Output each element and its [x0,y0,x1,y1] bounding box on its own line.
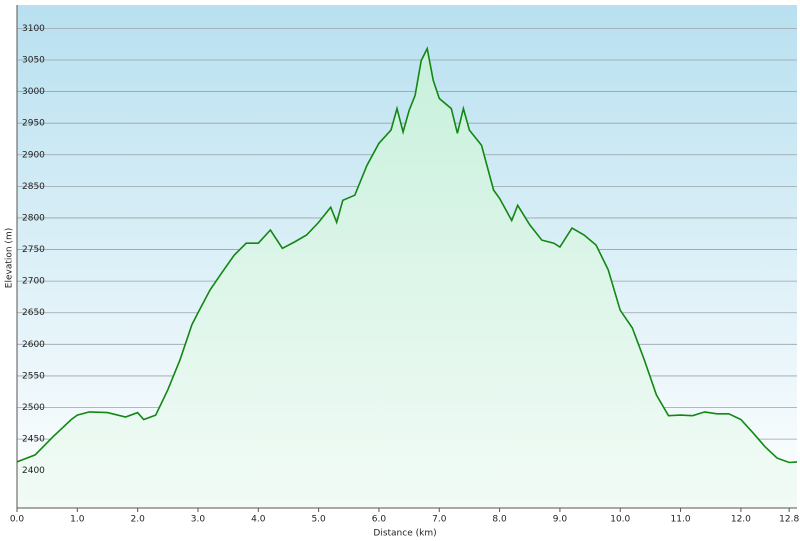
y-tick-label: 2650 [22,308,45,318]
y-tick-label: 2850 [22,182,45,192]
y-tick-label: 2800 [22,213,45,223]
x-tick-label: 9.0 [553,515,568,525]
x-tick-label: 7.0 [432,515,447,525]
x-tick-label: 6.0 [372,515,387,525]
x-tick-label: 5.0 [311,515,326,525]
y-tick-label: 2550 [22,371,45,381]
y-tick-label: 3050 [22,55,45,65]
x-tick-label: 11.0 [671,515,691,525]
x-tick-label: 10.0 [610,515,630,525]
x-tick-label: 1.0 [70,515,85,525]
x-tick-label: 2.0 [130,515,145,525]
y-axis-label: Elevation (m) [5,228,15,288]
y-tick-label: 2600 [22,340,45,350]
y-tick-label: 3100 [22,24,45,34]
y-tick-label: 2950 [22,119,45,129]
elevation-line [16,46,798,464]
x-tick-label: 0.0 [10,515,25,525]
y-tick-label: 2700 [22,277,45,287]
y-tick-label: 3000 [22,87,45,97]
x-tick-label: 3.0 [191,515,206,525]
x-axis-label: Distance (km) [373,529,436,539]
y-tick-label: 2900 [22,150,45,160]
x-tick-label: 12.0 [731,515,751,525]
x-tick-label: 4.0 [251,515,266,525]
x-tick-label: 8.0 [492,515,507,525]
y-tick-label: 2750 [22,245,45,255]
y-tick-label: 2500 [22,403,45,413]
x-tick-label: 12.8 [779,515,799,525]
y-tick-label: 2400 [22,466,45,476]
y-tick-label: 2450 [22,435,45,445]
area-fill [17,48,797,508]
